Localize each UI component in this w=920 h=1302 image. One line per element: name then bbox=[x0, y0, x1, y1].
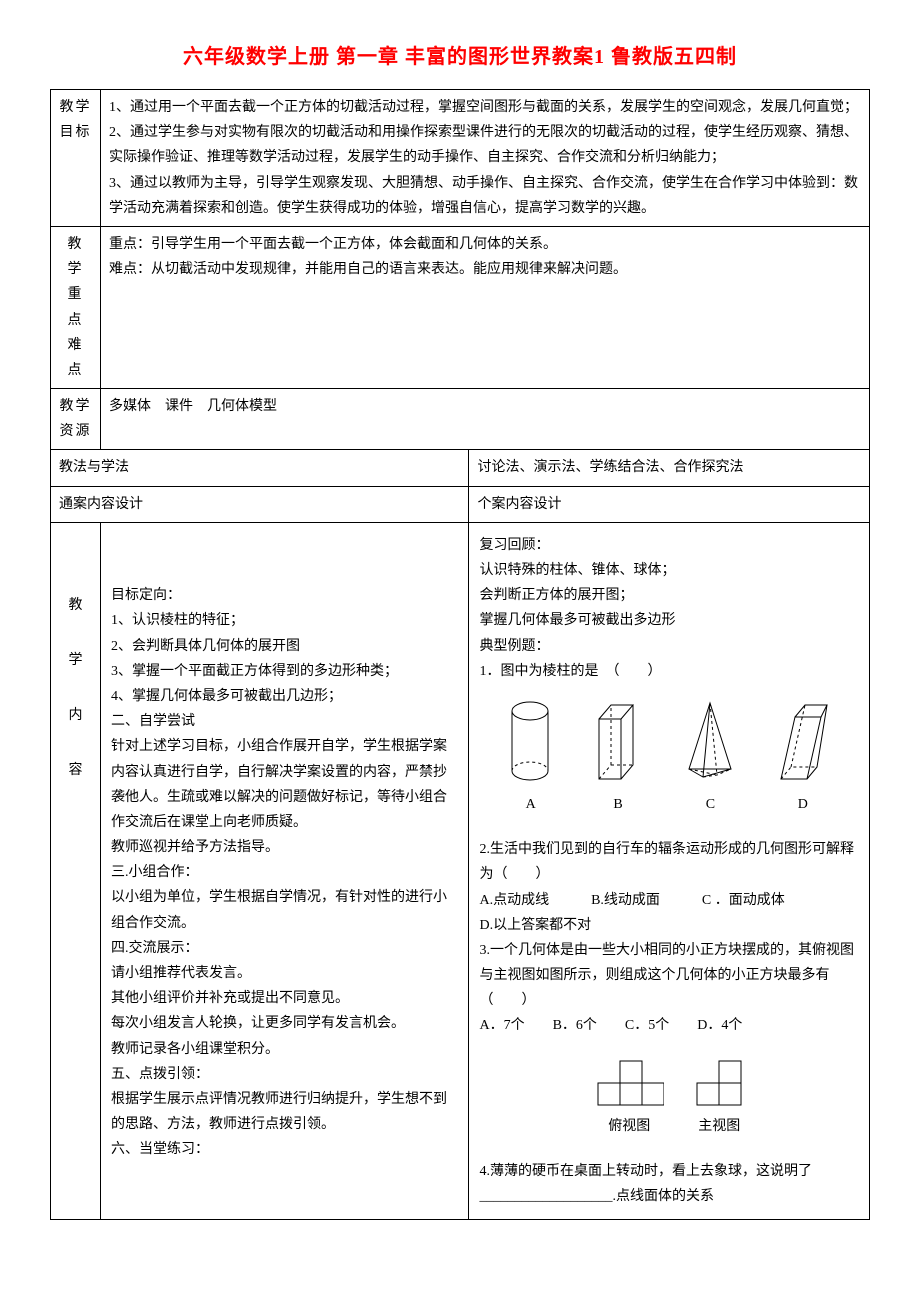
shape-b: B bbox=[591, 699, 646, 817]
shape-b-label: B bbox=[591, 792, 646, 817]
views-row: 俯视图 主视图 bbox=[479, 1059, 859, 1139]
row-goals: 教学目标 1、通过用一个平面去截一个正方体的切截活动过程，掌握空间图形与截面的关… bbox=[51, 90, 870, 227]
right-pane: 复习回顾： 认识特殊的柱体、锥体、球体； 会判断正方体的展开图； 掌握几何体最多… bbox=[469, 522, 870, 1219]
review-line-1: 认识特殊的柱体、锥体、球体； bbox=[479, 558, 859, 583]
shapes-row: A B bbox=[479, 699, 859, 817]
individual-header: 个案内容设计 bbox=[469, 486, 870, 522]
row-content: 教 学 内 容 目标定向：1、认识棱柱的特征；2、会判断具体几何体的展开图3、掌… bbox=[51, 522, 870, 1219]
front-view: 主视图 bbox=[694, 1059, 744, 1139]
shape-d: D bbox=[775, 699, 830, 817]
page-title: 六年级数学上册 第一章 丰富的图形世界教案1 鲁教版五四制 bbox=[50, 40, 870, 69]
row-keypoints: 教 学重 点难 点 重点：引导学生用一个平面去截一个正方体，体会截面和几何体的关… bbox=[51, 226, 870, 388]
shape-a-label: A bbox=[508, 792, 553, 817]
vlabel-char-3: 容 bbox=[51, 758, 100, 783]
question-3-opts: A．7个 B．6个 C．5个 D．4个 bbox=[479, 1013, 859, 1038]
row-resources: 教学资源 多媒体 课件 几何体模型 bbox=[51, 389, 870, 450]
examples-title: 典型例题： bbox=[479, 634, 859, 659]
row-section-headers: 通案内容设计 个案内容设计 bbox=[51, 486, 870, 522]
question-2: 2.生活中我们见到的自行车的辐条运动形成的几何图形可解释为（ ） bbox=[479, 837, 859, 887]
review-title: 复习回顾： bbox=[479, 533, 859, 558]
goal-label: 教学目标 bbox=[51, 90, 101, 227]
front-view-label: 主视图 bbox=[694, 1114, 744, 1139]
key-text: 重点：引导学生用一个平面去截一个正方体，体会截面和几何体的关系。难点：从切截活动… bbox=[101, 226, 870, 388]
question-1: 1．图中为棱柱的是 （ ） bbox=[479, 659, 859, 684]
vertical-label: 教 学 内 容 bbox=[51, 522, 101, 1219]
goal-text: 1、通过用一个平面去截一个正方体的切截活动过程，掌握空间图形与截面的关系，发展学… bbox=[101, 90, 870, 227]
question-2-opt-d: D.以上答案都不对 bbox=[479, 913, 859, 938]
general-header: 通案内容设计 bbox=[51, 486, 469, 522]
q4-prefix: 4.薄薄的硬币在桌面上转动时，看上去象球，这说明了 bbox=[479, 1164, 812, 1179]
lesson-plan-table: 教学目标 1、通过用一个平面去截一个正方体的切截活动过程，掌握空间图形与截面的关… bbox=[50, 89, 870, 1220]
top-view-label: 俯视图 bbox=[594, 1114, 664, 1139]
oblique-prism-icon bbox=[775, 699, 830, 784]
shape-a: A bbox=[508, 699, 553, 817]
vlabel-char-0: 教 bbox=[51, 593, 100, 618]
shape-d-label: D bbox=[775, 792, 830, 817]
cylinder-icon bbox=[508, 699, 553, 784]
review-line-3: 掌握几何体最多可被截出多边形 bbox=[479, 608, 859, 633]
review-line-2: 会判断正方体的展开图； bbox=[479, 583, 859, 608]
front-view-icon bbox=[694, 1059, 744, 1109]
question-3: 3.一个几何体是由一些大小相同的小正方块摆成的，其俯视图与主视图如图所示，则组成… bbox=[479, 938, 859, 1014]
q4-blank: ___________________ bbox=[479, 1189, 612, 1204]
left-pane: 目标定向：1、认识棱柱的特征；2、会判断具体几何体的展开图3、掌握一个平面截正方… bbox=[101, 522, 469, 1219]
question-4: 4.薄薄的硬币在桌面上转动时，看上去象球，这说明了 _______________… bbox=[479, 1159, 859, 1209]
cuboid-icon bbox=[591, 699, 646, 784]
vlabel-char-2: 内 bbox=[51, 703, 100, 728]
shape-c: C bbox=[683, 699, 738, 817]
q4-suffix: .点线面体的关系 bbox=[612, 1189, 714, 1204]
res-text: 多媒体 课件 几何体模型 bbox=[101, 389, 870, 450]
shape-c-label: C bbox=[683, 792, 738, 817]
key-label: 教 学重 点难 点 bbox=[51, 226, 101, 388]
method-text: 讨论法、演示法、学练结合法、合作探究法 bbox=[469, 450, 870, 486]
method-label: 教法与学法 bbox=[51, 450, 469, 486]
question-2-opts-abc: A.点动成线 B.线动成面 C ．面动成体 bbox=[479, 888, 859, 913]
pyramid-icon bbox=[683, 699, 738, 784]
top-view-icon bbox=[594, 1059, 664, 1109]
res-label: 教学资源 bbox=[51, 389, 101, 450]
vlabel-char-1: 学 bbox=[51, 648, 100, 673]
row-methods: 教法与学法 讨论法、演示法、学练结合法、合作探究法 bbox=[51, 450, 870, 486]
top-view: 俯视图 bbox=[594, 1059, 664, 1139]
